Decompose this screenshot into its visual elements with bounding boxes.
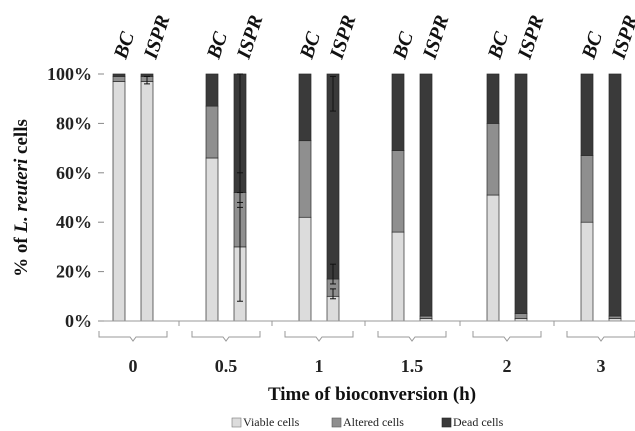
- bar-segment-bc-viable-cells: [205, 157, 219, 322]
- bar-label-bc: BC: [578, 29, 608, 63]
- bar-label-bc: BC: [203, 29, 233, 63]
- group-brace: [377, 331, 447, 342]
- bar-segment-bc-altered-cells: [486, 123, 500, 196]
- bar-segment-bc-viable-cells: [580, 221, 594, 322]
- group-brace: [191, 331, 261, 342]
- y-axis-label-prefix: % of: [11, 233, 32, 277]
- group-brace: [472, 331, 542, 342]
- bar-segment-bc-dead-cells: [391, 73, 405, 151]
- bar-label-ispr: ISPR: [419, 12, 454, 62]
- bar-segment-bc-altered-cells: [580, 155, 594, 223]
- bar-label-ispr: ISPR: [608, 12, 635, 62]
- x-tick-label: 0: [129, 356, 138, 376]
- bar-segment-bc-viable-cells: [391, 231, 405, 322]
- bar-segment-ispr-altered-cells: [419, 315, 433, 319]
- y-axis-label-suffix: cells: [11, 119, 32, 159]
- bar-label-bc: BC: [389, 29, 419, 63]
- bar-segment-bc-viable-cells: [112, 81, 126, 322]
- group-brace: [566, 331, 635, 342]
- y-axis-ticks: 0% 20% 40% 60% 80% 100%: [47, 64, 104, 331]
- bars: [112, 73, 622, 322]
- y-tick-label: 40%: [56, 212, 92, 232]
- bar-label-bc: BC: [296, 29, 326, 63]
- x-axis: 0 0.5 1 1.5 2 3: [85, 320, 635, 376]
- error-bars: [144, 73, 336, 302]
- x-tick-label: 3: [597, 356, 606, 376]
- bar-segment-ispr-altered-cells: [514, 313, 528, 319]
- bar-label-ispr: ISPR: [140, 12, 175, 62]
- y-axis-label: % of L. reuteri cells: [11, 119, 32, 277]
- bar-segment-bc-altered-cells: [298, 140, 312, 218]
- x-axis-label: Time of bioconversion (h): [268, 384, 476, 405]
- bar-labels: BC ISPR BC ISPR BC ISPR BC ISPR BC ISPR BC ISPR: [110, 12, 635, 62]
- legend-label-viable: Viable cells: [243, 415, 300, 429]
- bar-segment-ispr-dead-cells: [514, 73, 528, 314]
- legend-swatch-altered: [331, 417, 342, 428]
- legend-label-dead: Dead cells: [453, 415, 504, 429]
- bar-segment-bc-altered-cells: [112, 76, 126, 82]
- legend: Viable cells Altered cells Dead cells: [231, 415, 504, 429]
- bar-segment-ispr-viable-cells: [326, 295, 340, 322]
- group-brace: [284, 331, 354, 342]
- y-tick-label: 80%: [56, 113, 92, 133]
- bar-label-bc: BC: [484, 29, 514, 63]
- legend-swatch-dead: [441, 417, 452, 428]
- x-tick-label: 2: [503, 356, 512, 376]
- bar-label-ispr: ISPR: [514, 12, 549, 62]
- y-tick-label: 60%: [56, 163, 92, 183]
- x-tick-label: 1: [315, 356, 324, 376]
- bar-segment-bc-dead-cells: [486, 73, 500, 124]
- bar-segment-ispr-dead-cells: [608, 73, 622, 317]
- y-tick-label: 20%: [56, 262, 92, 282]
- legend-swatch-viable: [231, 417, 242, 428]
- bar-segment-bc-viable-cells: [298, 216, 312, 322]
- y-tick-label: 100%: [47, 64, 92, 84]
- bar-label-ispr: ISPR: [233, 12, 268, 62]
- x-tick-label: 0.5: [215, 356, 238, 376]
- bar-segment-bc-dead-cells: [298, 73, 312, 142]
- x-tick-label: 1.5: [401, 356, 424, 376]
- bar-segment-bc-dead-cells: [580, 73, 594, 156]
- bar-segment-ispr-viable-cells: [140, 81, 154, 322]
- bar-segment-bc-viable-cells: [486, 194, 500, 322]
- legend-label-altered: Altered cells: [343, 415, 404, 429]
- bar-segment-bc-altered-cells: [391, 150, 405, 233]
- bar-segment-bc-altered-cells: [205, 105, 219, 159]
- bar-segment-ispr-dead-cells: [419, 73, 433, 317]
- bar-segment-ispr-altered-cells: [608, 315, 622, 319]
- bar-label-bc: BC: [110, 29, 140, 63]
- bar-segment-bc-dead-cells: [112, 73, 126, 77]
- bar-label-ispr: ISPR: [326, 12, 361, 62]
- bar-segment-bc-dead-cells: [205, 73, 219, 107]
- y-axis-label-species: L. reuteri: [11, 158, 32, 234]
- group-brace: [98, 331, 168, 342]
- y-tick-label: 0%: [65, 311, 92, 331]
